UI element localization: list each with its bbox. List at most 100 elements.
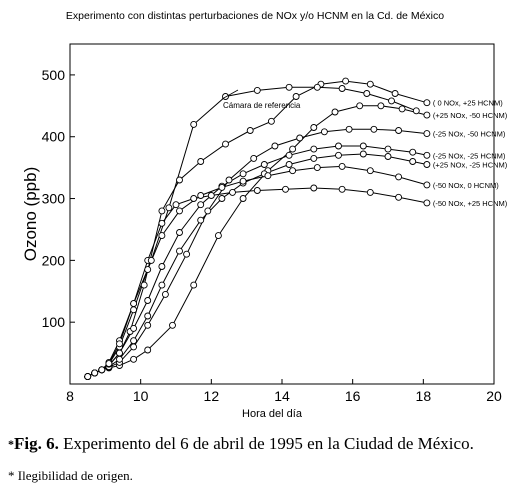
- data-point: [116, 349, 123, 357]
- data-point: [158, 263, 166, 270]
- data-point: [313, 83, 321, 91]
- data-point: [144, 346, 152, 354]
- reference-chamber-annotation: Cámara de referencia: [223, 101, 301, 110]
- series-label: (-50 NOx, +25 HCNM): [433, 199, 508, 208]
- data-point: [84, 373, 92, 381]
- data-point: [147, 256, 155, 264]
- data-point: [207, 192, 215, 199]
- data-point: [225, 176, 233, 184]
- data-point: [363, 90, 371, 97]
- data-point: [158, 232, 166, 240]
- data-point: [239, 195, 247, 202]
- series-line-25-nox-50-hcnm: [87, 105, 428, 378]
- series-lines: [87, 80, 428, 378]
- data-point: [183, 250, 191, 258]
- data-point: [176, 247, 183, 255]
- data-point: [366, 188, 374, 196]
- data-point: [412, 107, 420, 115]
- data-point: [338, 185, 346, 193]
- data-point: [190, 120, 198, 128]
- data-point: [116, 355, 123, 363]
- data-point: [310, 154, 318, 162]
- x-tick-label: 12: [204, 388, 220, 404]
- data-point: [366, 80, 374, 88]
- data-point: [218, 195, 226, 202]
- data-point: [409, 158, 417, 165]
- data-point: [395, 127, 403, 134]
- data-point: [271, 142, 279, 150]
- data-point: [285, 161, 293, 168]
- data-point: [197, 192, 205, 199]
- data-point: [144, 266, 152, 274]
- data-point: [285, 151, 293, 159]
- data-point: [144, 312, 152, 320]
- data-point: [218, 183, 226, 191]
- data-point: [190, 281, 198, 289]
- data-point: [320, 128, 328, 136]
- data-point: [197, 158, 205, 165]
- y-tick-label: 500: [42, 67, 66, 83]
- data-point: [172, 201, 180, 209]
- data-point: [229, 188, 236, 196]
- series-markers: [84, 77, 431, 381]
- series-line-50-nox-25-hcnm: [87, 187, 427, 378]
- data-point: [190, 195, 198, 202]
- series-label: (-25 NOx, -25 HCNM): [433, 151, 506, 160]
- data-point: [246, 127, 254, 134]
- data-point: [423, 161, 431, 168]
- x-tick-label: 16: [345, 388, 361, 404]
- data-point: [197, 201, 205, 209]
- data-point: [169, 321, 176, 329]
- data-point: [292, 93, 300, 100]
- data-point: [158, 219, 166, 227]
- plot-frame: [69, 43, 495, 385]
- data-point: [130, 306, 138, 314]
- y-axis-title: Ozono (ppb): [21, 167, 40, 262]
- data-point: [359, 142, 367, 150]
- axis-ticks: 8 10 12 14 16 18 20 100 200 300 400 500: [42, 67, 502, 404]
- footnote: * Ilegibilidad de origen.: [8, 468, 133, 483]
- data-point: [313, 164, 321, 172]
- data-point: [130, 355, 138, 363]
- data-point: [342, 77, 350, 85]
- data-point: [176, 229, 183, 236]
- series-labels: ( 0 NOx, +25 HCNM) (+25 NOx, -50 HCNM) (-2…: [433, 99, 508, 208]
- series-line-50-nox-0-hcnm: [87, 165, 428, 378]
- data-point: [144, 297, 152, 304]
- data-point: [176, 176, 183, 184]
- data-point: [253, 187, 261, 194]
- data-point: [239, 177, 247, 185]
- data-point: [197, 216, 205, 224]
- figure-label: Fig. 6.: [14, 434, 59, 453]
- data-point: [130, 300, 138, 308]
- data-point: [338, 162, 346, 170]
- data-point: [377, 102, 385, 110]
- x-tick-label: 18: [416, 388, 432, 404]
- data-point: [335, 151, 342, 159]
- data-point: [222, 140, 229, 148]
- data-point: [140, 281, 148, 289]
- data-point: [260, 161, 268, 168]
- data-point: [289, 145, 297, 153]
- data-point: [285, 83, 293, 91]
- data-point: [331, 108, 339, 116]
- data-point: [144, 321, 152, 329]
- series-label: (-25 NOx, -50 HCNM): [433, 130, 506, 139]
- data-point: [282, 185, 289, 193]
- series-line-25-nox-25-hcnm: [87, 145, 428, 378]
- data-point: [158, 207, 166, 215]
- data-point: [310, 124, 318, 131]
- data-point: [409, 148, 417, 156]
- data-point: [335, 142, 342, 150]
- annotation-pointer: [221, 89, 239, 100]
- chart-title: Experimento con distintas perturbaciones…: [66, 10, 444, 22]
- data-point: [130, 324, 138, 332]
- data-point: [384, 153, 392, 160]
- y-tick-label: 400: [42, 129, 66, 145]
- data-point: [310, 184, 318, 192]
- series-label: (+25 NOx, -25 HCNM): [433, 161, 508, 170]
- data-point: [165, 204, 173, 212]
- data-point: [98, 366, 106, 374]
- x-tick-label: 20: [486, 388, 502, 404]
- data-point: [345, 125, 353, 133]
